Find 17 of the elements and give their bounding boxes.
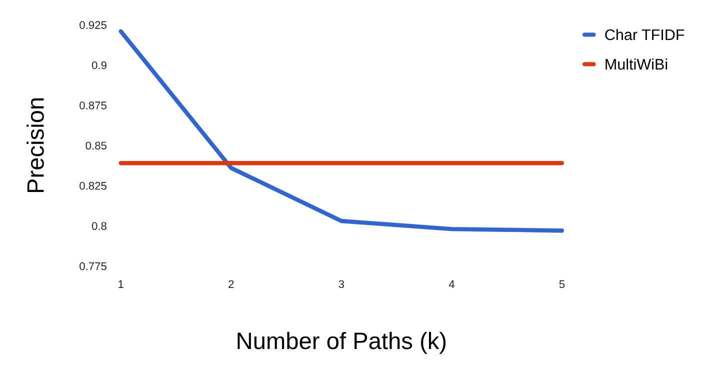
y-axis-title: Precision: [26, 98, 44, 192]
line-series: [118, 29, 564, 233]
y-tick-label: 0.8: [92, 222, 106, 230]
y-tick-label: 0.925: [80, 21, 106, 29]
legend-label: MultiWiBi: [606, 58, 668, 70]
legend-label: Char TFIDF: [605, 28, 684, 40]
x-tick-label: 5: [559, 280, 565, 288]
y-tick-label: 0.875: [80, 102, 106, 110]
x-tick-label: 4: [448, 280, 454, 288]
y-tick-label: 0.825: [80, 182, 106, 190]
x-tick-label: 1: [118, 280, 124, 288]
y-tick-label: 0.85: [86, 142, 106, 150]
y-tick-label: 0.9: [92, 61, 106, 70]
x-tick-label: 3: [338, 280, 344, 288]
y-tick-label: 0.775: [80, 262, 106, 270]
x-axis-title: Number of Paths (k): [238, 332, 446, 354]
x-tick-label: 2: [228, 280, 234, 288]
